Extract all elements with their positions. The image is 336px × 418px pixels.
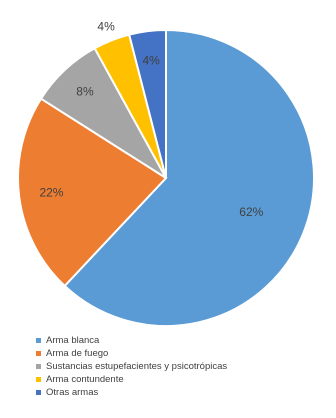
legend: Arma blanca Arma de fuego Sustancias estup… [36, 334, 227, 399]
legend-item: Arma de fuego [36, 347, 227, 360]
pie-labels: 62% 22% 8% 4% 4% [39, 20, 263, 219]
pie-slice-5 [127, 28, 167, 179]
legend-label: Arma de fuego [46, 348, 109, 359]
pie-slice-label-5: 4% [142, 54, 160, 68]
pie-slice-label-4: 4% [97, 20, 115, 34]
legend-swatch [36, 390, 41, 395]
pie-chart: 62% 22% 8% 4% 4% [17, 20, 315, 327]
legend-swatch [36, 364, 41, 369]
pie-slice-2 [17, 97, 168, 288]
pie-slice-label-2: 22% [39, 185, 63, 199]
pie-slice-label-1: 62% [239, 205, 263, 219]
legend-swatch [36, 377, 41, 382]
pie-slice-1 [63, 28, 315, 327]
legend-label: Arma blanca [46, 335, 100, 346]
legend-item: Sustancias estupefacientes y psicotrópic… [36, 360, 227, 373]
pie-slices [17, 28, 315, 327]
legend-label: Sustancias estupefacientes y psicotrópic… [46, 361, 228, 372]
legend-label: Arma contundente [46, 374, 124, 385]
pie-slice-label-3: 8% [76, 85, 94, 99]
legend-swatch [36, 351, 41, 356]
legend-label: Otras armas [46, 387, 99, 398]
legend-item: Arma blanca [36, 334, 227, 347]
legend-swatch [36, 338, 41, 343]
legend-item: Arma contundente [36, 373, 227, 386]
legend-item: Otras armas [36, 386, 227, 399]
